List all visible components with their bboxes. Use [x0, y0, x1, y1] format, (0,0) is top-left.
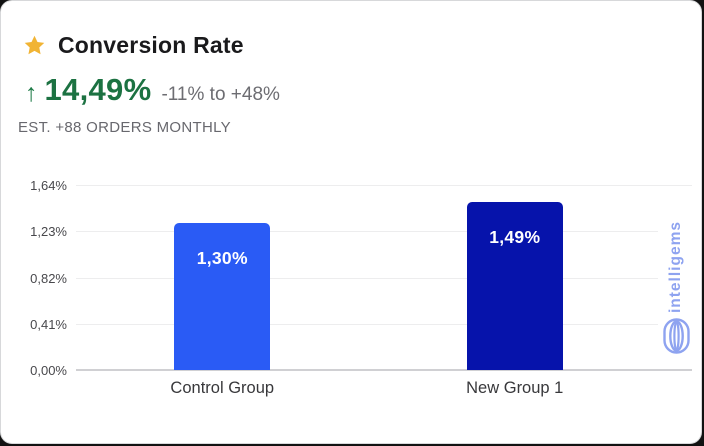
y-tick-label: 1,23%: [30, 224, 67, 240]
watermark-text: intelligems: [667, 221, 684, 313]
gridline: [76, 277, 692, 279]
lift-range: -11% to +48%: [161, 84, 280, 105]
estimate-text: EST. +88 ORDERS MONTHLY: [18, 119, 231, 136]
intelligems-watermark: intelligems: [658, 195, 694, 355]
card-title: Conversion Rate: [58, 32, 244, 58]
y-tick-label: 0,00%: [30, 363, 67, 378]
x-axis-label: New Group 1: [466, 379, 564, 397]
gridline: [76, 185, 692, 186]
bar-new-group-1: 1,49%: [466, 201, 563, 370]
x-axis-label: Control Group: [170, 379, 275, 397]
y-tick-label: 1,64%: [30, 178, 67, 193]
y-tick-label: 0,41%: [30, 316, 67, 332]
lift-row: ↑ 14,49% -11% to +48%: [25, 72, 280, 108]
lift-value: 14,49%: [44, 72, 152, 107]
y-tick-label: 0,82%: [30, 270, 67, 286]
intelligems-logo-icon: [662, 318, 690, 354]
up-arrow-icon: ↑: [25, 79, 38, 107]
bar-control-group: 1,30%: [174, 223, 271, 370]
gridline: [76, 323, 692, 325]
x-axis-baseline: [76, 369, 692, 371]
gridline: [76, 231, 692, 233]
card-header: Conversion Rate: [23, 32, 244, 59]
bar-value-label: 1,49%: [489, 226, 541, 247]
star-icon: [23, 34, 46, 57]
bar-value-label: 1,30%: [196, 248, 248, 269]
